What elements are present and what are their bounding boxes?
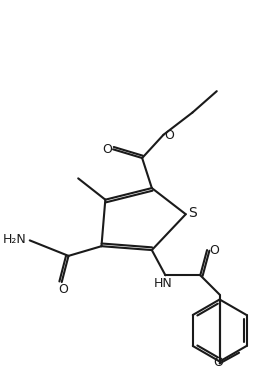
Text: O: O: [164, 129, 174, 142]
Text: H₂N: H₂N: [3, 233, 27, 246]
Text: O: O: [102, 143, 112, 156]
Text: O: O: [214, 356, 224, 369]
Text: S: S: [188, 206, 197, 220]
Text: O: O: [209, 244, 219, 256]
Text: HN: HN: [154, 277, 173, 290]
Text: O: O: [58, 283, 68, 296]
